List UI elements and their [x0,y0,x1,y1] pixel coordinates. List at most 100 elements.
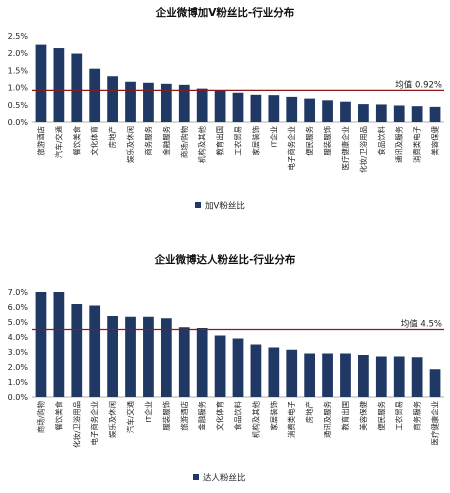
x-tick-label: 商务服务 [144,125,153,155]
y-tick-label: 6.0% [8,303,29,312]
y-tick-label: 0.0% [8,118,29,127]
legend-swatch [195,202,201,208]
bar [196,88,208,122]
x-tick-label: 服装服饰 [323,126,332,156]
bar [125,316,136,397]
bar [35,292,47,397]
legend-label: 加V粉丝比 [205,201,245,212]
bar [340,353,351,397]
x-tick-label: 服装服饰 [162,401,171,431]
chart-title: 企业微博达人粉丝比-行业分布 [154,253,296,266]
bar [107,76,118,122]
bar [214,90,226,122]
x-tick-label: 家居装饰 [269,401,278,431]
x-tick-label: 商场/购物 [180,125,189,158]
x-tick-label: 餐饮美食 [72,125,81,155]
x-tick-label: 文化体育 [90,126,99,156]
y-tick-label: 1.5% [8,66,29,75]
bar [178,327,190,397]
x-tick-label: 商场/购物 [36,400,45,433]
chart-2-svg: 企业微博达人粉丝比-行业分布 0.0% 1.0% 2.0% 3.0% 4.0% 5.0% 6… [8,253,444,484]
x-tick-label: 房地产 [108,126,117,148]
x-tick-label: 医疗健康企业 [431,401,440,445]
x-tick-label: 商务服务 [413,400,422,430]
y-tick-label: 7.0% [8,288,29,297]
bar [160,83,172,122]
x-tick-label: 金融服务 [198,400,207,430]
bar [125,81,136,122]
bar [196,328,208,397]
x-tick-label: 文化体育 [216,401,225,431]
bar [358,104,369,122]
bar [143,316,154,397]
x-tick-label: 通讯及服务 [395,125,404,163]
y-tick-label: 1.0% [8,84,29,93]
bar [89,305,101,397]
x-tick-label: 电子商务企业 [90,401,99,445]
bar [160,318,172,397]
x-tick-label: 化妆/卫浴用品 [72,401,81,448]
bar [71,53,83,122]
average-label: 均值 0.92% [395,79,442,90]
bar [393,105,405,122]
bar [143,82,154,122]
x-tick-label: 化妆/卫浴用品 [359,126,368,173]
bar [178,84,190,122]
bar [429,106,441,122]
y-tick-label: 0.5% [8,101,29,110]
bar [232,92,244,122]
x-tick-label: 工农贸易 [234,126,243,156]
x-tick-label: 旅游酒店 [180,401,189,431]
x-tick-label: 娱乐及休闲 [126,126,135,163]
x-tick-label: 美容保健 [431,125,440,155]
bar [71,304,83,397]
x-tick-label: 美容保健 [359,400,368,430]
bar [322,100,333,122]
x-tick-label: 教育出国 [341,401,350,431]
bar [429,369,441,397]
bar [89,68,101,122]
bar [340,101,351,122]
x-tick-label: 消费类电子 [287,400,296,438]
x-tick-label: 家居装饰 [251,126,260,156]
x-tick-label: 便民服务 [377,400,386,430]
bar [214,335,226,397]
bar [304,98,316,122]
bar [268,347,280,397]
bar [411,106,423,122]
bar [375,104,387,122]
bar [53,292,65,397]
legend-label: 达人粉丝比 [203,473,246,484]
y-tick-label: 1.0% [8,378,29,387]
y-tick-label: 5.0% [8,318,29,327]
y-tick-label: 0.0% [8,393,29,402]
y-tick-label: 3.0% [8,348,29,357]
x-tick-label: 娱乐及休闲 [108,401,117,438]
x-tick-label: 电子商务企业 [287,126,296,170]
y-tick-label: 2.5% [8,32,29,41]
x-tick-label: 食品饮料 [234,400,243,430]
x-tick-label: 工农贸易 [395,401,404,431]
bar [304,353,316,397]
x-tick-label: IT企业 [269,126,278,147]
x-tick-label: 机构及其他 [198,125,207,163]
x-tick-label: 消费类电子 [413,125,422,163]
bar [286,349,298,397]
bar [268,95,280,122]
bar [250,344,262,397]
x-tick-label: 汽车/交通 [126,400,135,433]
chart-influencer-fan-ratio: 企业微博达人粉丝比-行业分布 0.0% 1.0% 2.0% 3.0% 4.0% 5.0% 6… [0,250,450,493]
bar [286,96,298,122]
x-tick-label: 汽车/交通 [54,125,63,158]
legend-swatch [193,474,199,480]
x-tick-label: 机构及其他 [251,400,260,438]
x-tick-label: 通讯及服务 [323,400,332,438]
average-label: 均值 4.5% [401,319,442,330]
bar [411,357,423,397]
x-tick-label: IT企业 [144,401,153,422]
bar [322,353,333,397]
bar [53,48,65,122]
bar [358,355,369,397]
x-tick-label: 便民服务 [305,125,314,155]
x-tick-label: 餐饮美食 [54,400,63,430]
